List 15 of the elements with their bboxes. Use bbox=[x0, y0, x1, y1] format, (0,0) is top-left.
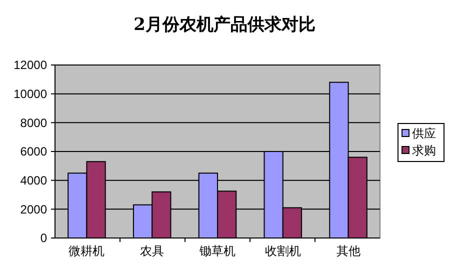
chart-title: 2月份农机产品供求对比 bbox=[134, 15, 316, 35]
y-tick-label: 6000 bbox=[20, 144, 48, 159]
y-tick-label: 8000 bbox=[20, 116, 48, 130]
x-tick-label: 收割机 bbox=[264, 244, 301, 258]
legend-label: 求购 bbox=[412, 144, 436, 158]
x-tick-label: 其他 bbox=[336, 244, 360, 258]
legend-label: 供应 bbox=[412, 126, 436, 141]
y-tick-label: 2000 bbox=[20, 202, 48, 216]
x-tick-label: 微耕机 bbox=[68, 244, 105, 258]
y-tick-label: 0 bbox=[40, 231, 48, 246]
x-tick-label: 农具 bbox=[140, 244, 164, 258]
y-tick-label: 4000 bbox=[20, 174, 48, 188]
y-tick-label: 10000 bbox=[14, 87, 48, 102]
y-tick-label: 12000 bbox=[14, 58, 48, 72]
x-tick-label: 锄草机 bbox=[198, 244, 236, 258]
